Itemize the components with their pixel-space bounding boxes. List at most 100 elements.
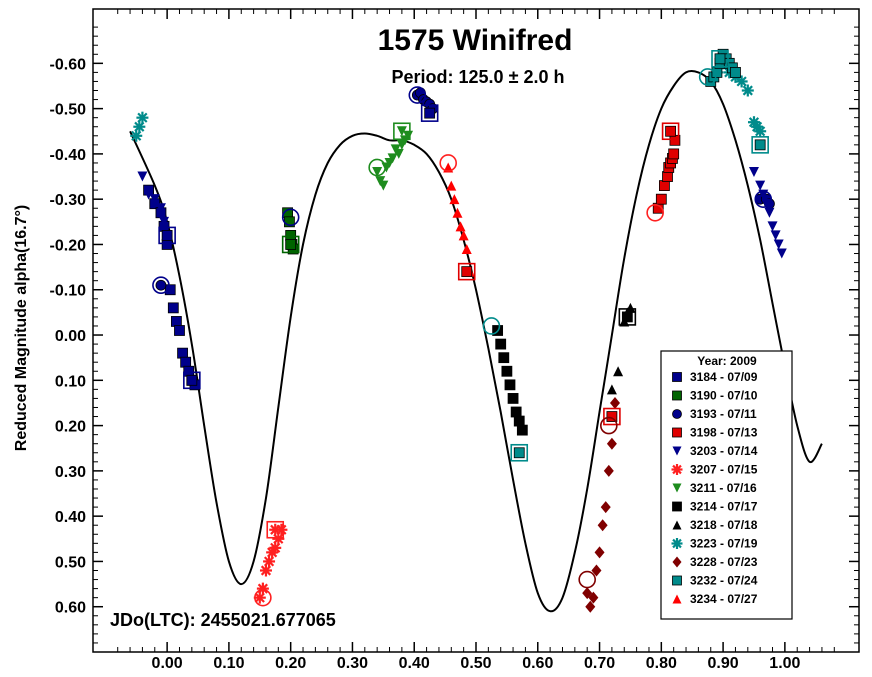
data-point (594, 546, 605, 559)
data-point (498, 352, 510, 364)
data-point (174, 325, 185, 336)
highlight-center (606, 411, 618, 422)
legend-marker (672, 501, 682, 512)
data-point (735, 75, 748, 88)
highlight-circle (152, 276, 170, 295)
legend-label: 3203 - 07/14 (690, 444, 758, 458)
legend-box (660, 350, 793, 620)
legend: Year: 2009 3184 - 07/09 3190 - 07/10 3193 … (660, 350, 793, 620)
legend-marker (672, 594, 682, 604)
data-point (285, 230, 297, 241)
highlight-square (183, 371, 201, 390)
data-point (387, 153, 398, 164)
data-point (625, 302, 636, 313)
data-point (755, 180, 766, 191)
x-tick-label: 0.00 (152, 655, 183, 672)
legend-label: 3214 - 07/17 (690, 500, 758, 514)
data-point (159, 216, 170, 227)
legend-label: 3232 - 07/24 (690, 574, 758, 588)
data-point (597, 519, 608, 532)
data-point (170, 316, 182, 327)
data-point (606, 437, 617, 450)
x-tick-label: 0.30 (337, 655, 368, 672)
data-point (764, 207, 775, 218)
data-point (501, 365, 513, 377)
highlight-square (510, 443, 529, 462)
data-point (137, 171, 148, 182)
legend-label: 3193 - 07/11 (690, 407, 757, 421)
data-point (372, 167, 383, 178)
highlight-square (393, 122, 411, 141)
x-tick-label: 0.40 (399, 655, 430, 672)
highlight-center (285, 239, 297, 250)
data-point (776, 248, 787, 259)
data-point (263, 555, 276, 568)
y-tick-label: -0.30 (50, 192, 87, 209)
y-tick-label: 0.40 (55, 509, 86, 526)
x-tick-label: 1.00 (769, 655, 800, 672)
data-point (659, 180, 670, 191)
data-point (155, 279, 167, 291)
y-axis-label: Reduced Magnitude alpha(16.7°) (13, 205, 30, 451)
highlight-center (714, 53, 726, 65)
data-point (449, 194, 460, 205)
data-point (603, 464, 614, 477)
data-point (446, 180, 457, 191)
data-point (495, 338, 507, 350)
chart-subtitle: Period: 125.0 ± 2.0 h (392, 67, 565, 87)
data-point (272, 532, 285, 545)
data-point (613, 366, 624, 377)
data-point (609, 396, 620, 409)
highlight-center (424, 107, 436, 119)
legend-marker (672, 520, 682, 530)
highlight-circle (578, 570, 596, 589)
highlight-circle (646, 203, 664, 222)
data-point (130, 129, 143, 142)
data-point (516, 424, 528, 436)
y-tick-label: 0.20 (55, 419, 86, 436)
highlight-center (269, 523, 282, 536)
x-tick-label: 0.90 (708, 655, 739, 672)
legend-label: 3190 - 07/10 (690, 389, 758, 403)
y-tick-label: -0.50 (50, 102, 87, 119)
legend-label: 3198 - 07/13 (690, 426, 758, 440)
data-point (588, 591, 599, 604)
data-point (458, 230, 469, 241)
highlight-square (281, 235, 300, 254)
data-point (513, 415, 525, 427)
data-point (662, 171, 673, 182)
highlight-circle (368, 158, 386, 177)
highlight-center (621, 311, 633, 323)
highlight-square (618, 308, 637, 326)
data-point (177, 347, 188, 359)
highlight-circle (254, 588, 272, 607)
highlight-circle (698, 68, 717, 86)
highlight-circle (439, 154, 458, 172)
data-point (585, 600, 596, 613)
highlight-square (661, 122, 680, 141)
legend-marker (672, 556, 682, 568)
data-point (136, 111, 149, 124)
legend-entries: 3184 - 07/09 3190 - 07/10 3193 - 07/11 3198… (671, 370, 758, 606)
highlight-square (457, 262, 476, 281)
jd-annotation: JDo(LTC): 2455021.677065 (110, 610, 336, 630)
legend-marker (672, 575, 682, 586)
data-point (155, 203, 166, 214)
highlight-square (603, 407, 621, 426)
legend-marker (672, 446, 682, 456)
legend-marker (671, 538, 683, 549)
data-point (143, 189, 154, 200)
y-tick-label: -0.20 (50, 237, 87, 254)
data-point (149, 194, 160, 205)
highlight-circle (600, 416, 618, 435)
data-point (461, 243, 472, 254)
y-tick-label: -0.40 (50, 147, 87, 164)
highlight-circle (754, 190, 773, 208)
x-tick-label: 0.70 (584, 655, 615, 672)
data-point (164, 284, 176, 296)
data-point (748, 167, 759, 178)
highlight-center (396, 126, 407, 137)
highlight-center (186, 374, 198, 386)
legend-marker (672, 483, 682, 493)
